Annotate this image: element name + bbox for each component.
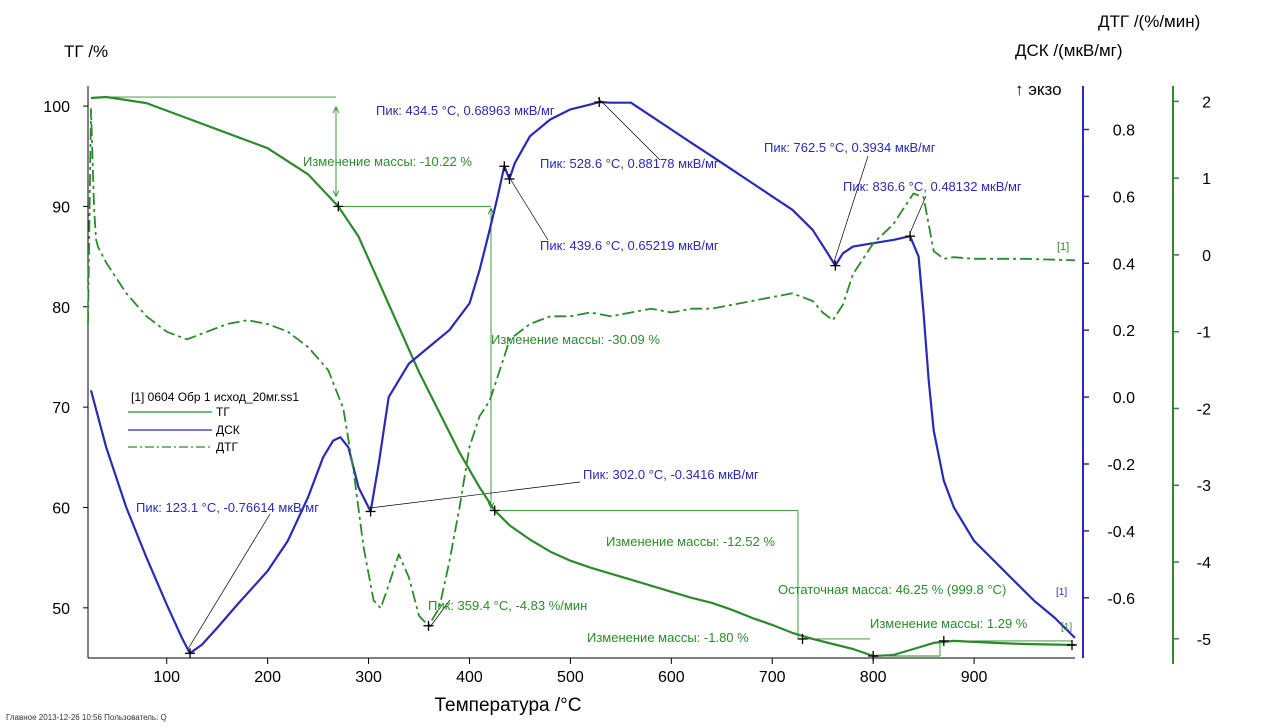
tg-tick-label: 70: [52, 400, 70, 417]
x-tick-label: 300: [355, 669, 382, 686]
x-axis-title: Температура /°C: [435, 695, 582, 716]
leader-peak-359: [429, 599, 451, 628]
dtg-tick-label: 1: [1202, 171, 1211, 188]
dtg-tick-label: -1: [1197, 325, 1211, 342]
leader-peak-439: [505, 171, 549, 241]
dtg-axis: 2 1 0 -1 -2 -3 -4 -5: [1172, 86, 1211, 664]
dsc-tick-label: 0.0: [1113, 390, 1135, 407]
legend-label-dsc: ДСК: [216, 423, 240, 437]
annotation-peak-dsc-4: Пик: 439.6 °C, 0.65219 мкВ/мг: [540, 238, 719, 253]
annotation-peak-dsc-1: Пик: 123.1 °C, -0.76614 мкВ/мг: [136, 500, 319, 515]
leader-peak-762: [833, 155, 869, 263]
tg-tick-label: 90: [52, 199, 70, 216]
legend-label-dtg: ДТГ: [216, 440, 238, 454]
curve-tag-dtg: [1]: [1057, 241, 1069, 253]
annotation-mass-change-3: Изменение массы: -12.52 %: [606, 534, 775, 549]
tg-tick-label: 80: [52, 300, 70, 317]
series-line-dtg: [87, 108, 1076, 627]
x-axis: 100 200 300 400 500 600 700 800 900: [153, 658, 988, 686]
annotation-peak-dsc-6: Пик: 762.5 °C, 0.3934 мкВ/мг: [764, 140, 936, 155]
dtg-tick-label: 2: [1202, 94, 1211, 111]
plot-frame: [87, 86, 1075, 659]
mass-step-2-arrow-head: [487, 502, 495, 510]
x-tick-label: 100: [153, 669, 180, 686]
dtg-axis-title: ДТГ /(%/мин): [1098, 12, 1200, 31]
x-tick-label: 900: [961, 669, 988, 686]
annotation-peak-dsc-2: Пик: 302.0 °C, -0.3416 мкВ/мг: [583, 467, 759, 482]
x-tick-label: 700: [759, 669, 786, 686]
tg-tick-label: 50: [52, 601, 70, 618]
annotation-peak-dsc-7: Пик: 836.6 °C, 0.48132 мкВ/мг: [843, 179, 1022, 194]
dtg-tick-label: 0: [1202, 248, 1211, 265]
peak-markers: [185, 97, 1077, 661]
x-tick-label: 400: [456, 669, 483, 686]
dsc-tick-label: -0.4: [1107, 524, 1135, 541]
dsc-tick-label: -0.2: [1107, 457, 1135, 474]
annotation-peak-dsc-5: Пик: 528.6 °C, 0.88178 мкВ/мг: [540, 156, 719, 171]
exo-label: ↑ экзо: [1015, 80, 1062, 99]
annotation-peak-dsc-3: Пик: 434.5 °C, 0.68963 мкВ/мг: [376, 103, 555, 118]
x-tick-label: 500: [557, 669, 584, 686]
series-line-dsc: [89, 100, 1076, 655]
curve-tag-dsc: [1]: [1056, 587, 1067, 598]
x-tick-label: 200: [254, 669, 281, 686]
dtg-tick-label: -5: [1197, 632, 1211, 649]
mass-step-1-arrow-head: [332, 190, 340, 198]
dsc-tick-label: -0.6: [1107, 591, 1135, 608]
annotation-peak-dtg: Пик: 359.4 °C, -4.83 %/мин: [428, 598, 587, 613]
tg-axis: 50 60 70 80 90 100: [43, 99, 88, 618]
leader-peak-123: [187, 513, 271, 650]
legend-label-tg: ТГ: [216, 405, 230, 419]
tg-tick-label: 100: [43, 99, 70, 116]
dtg-tick-label: -4: [1197, 555, 1211, 572]
dsc-axis: 0.8 0.6 0.4 0.2 0.0 -0.2 -0.4 -0.6: [1082, 86, 1135, 658]
legend-file-label: [1] 0604 Обр 1 исход_20мг.ss1: [131, 390, 299, 404]
dtg-tick-label: -3: [1197, 478, 1211, 495]
annotation-mass-change-1: Изменение массы: -10.22 %: [303, 154, 472, 169]
dsc-axis-title: ДСК /(мкВ/мг): [1015, 41, 1123, 60]
dsc-tick-label: 0.4: [1113, 256, 1135, 273]
tg-tick-label: 60: [52, 500, 70, 517]
dsc-tick-label: 0.2: [1113, 323, 1135, 340]
dsc-tick-label: 0.6: [1113, 189, 1135, 206]
tg-axis-title: ТГ /%: [64, 42, 108, 61]
x-tick-label: 800: [860, 669, 887, 686]
annotation-residual-mass: Остаточная масса: 46.25 % (999.8 °C): [778, 582, 1006, 597]
dtg-tick-label: -2: [1197, 401, 1211, 418]
leader-peak-836: [909, 195, 927, 234]
annotation-mass-change-5: Изменение массы: 1.29 %: [870, 616, 1028, 631]
annotation-mass-change-2: Изменение массы: -30.09 %: [491, 332, 660, 347]
annotation-mass-change-4: Изменение массы: -1.80 %: [587, 630, 749, 645]
footer-text: Главное 2013-12-26 10:56 Пользователь: Q: [6, 713, 167, 722]
curve-tag-tg: [1]: [1061, 622, 1072, 633]
x-tick-label: 600: [658, 669, 685, 686]
leader-peak-302: [369, 481, 581, 509]
mass-step-1-arrow-tail: [332, 106, 340, 114]
leader-peak-528: [597, 97, 661, 161]
dsc-tick-label: 0.8: [1113, 122, 1135, 139]
annotation-guides: [95, 96, 1072, 657]
legend: [1] 0604 Обр 1 исход_20мг.ss1 ТГ ДСК ДТГ: [128, 390, 299, 454]
